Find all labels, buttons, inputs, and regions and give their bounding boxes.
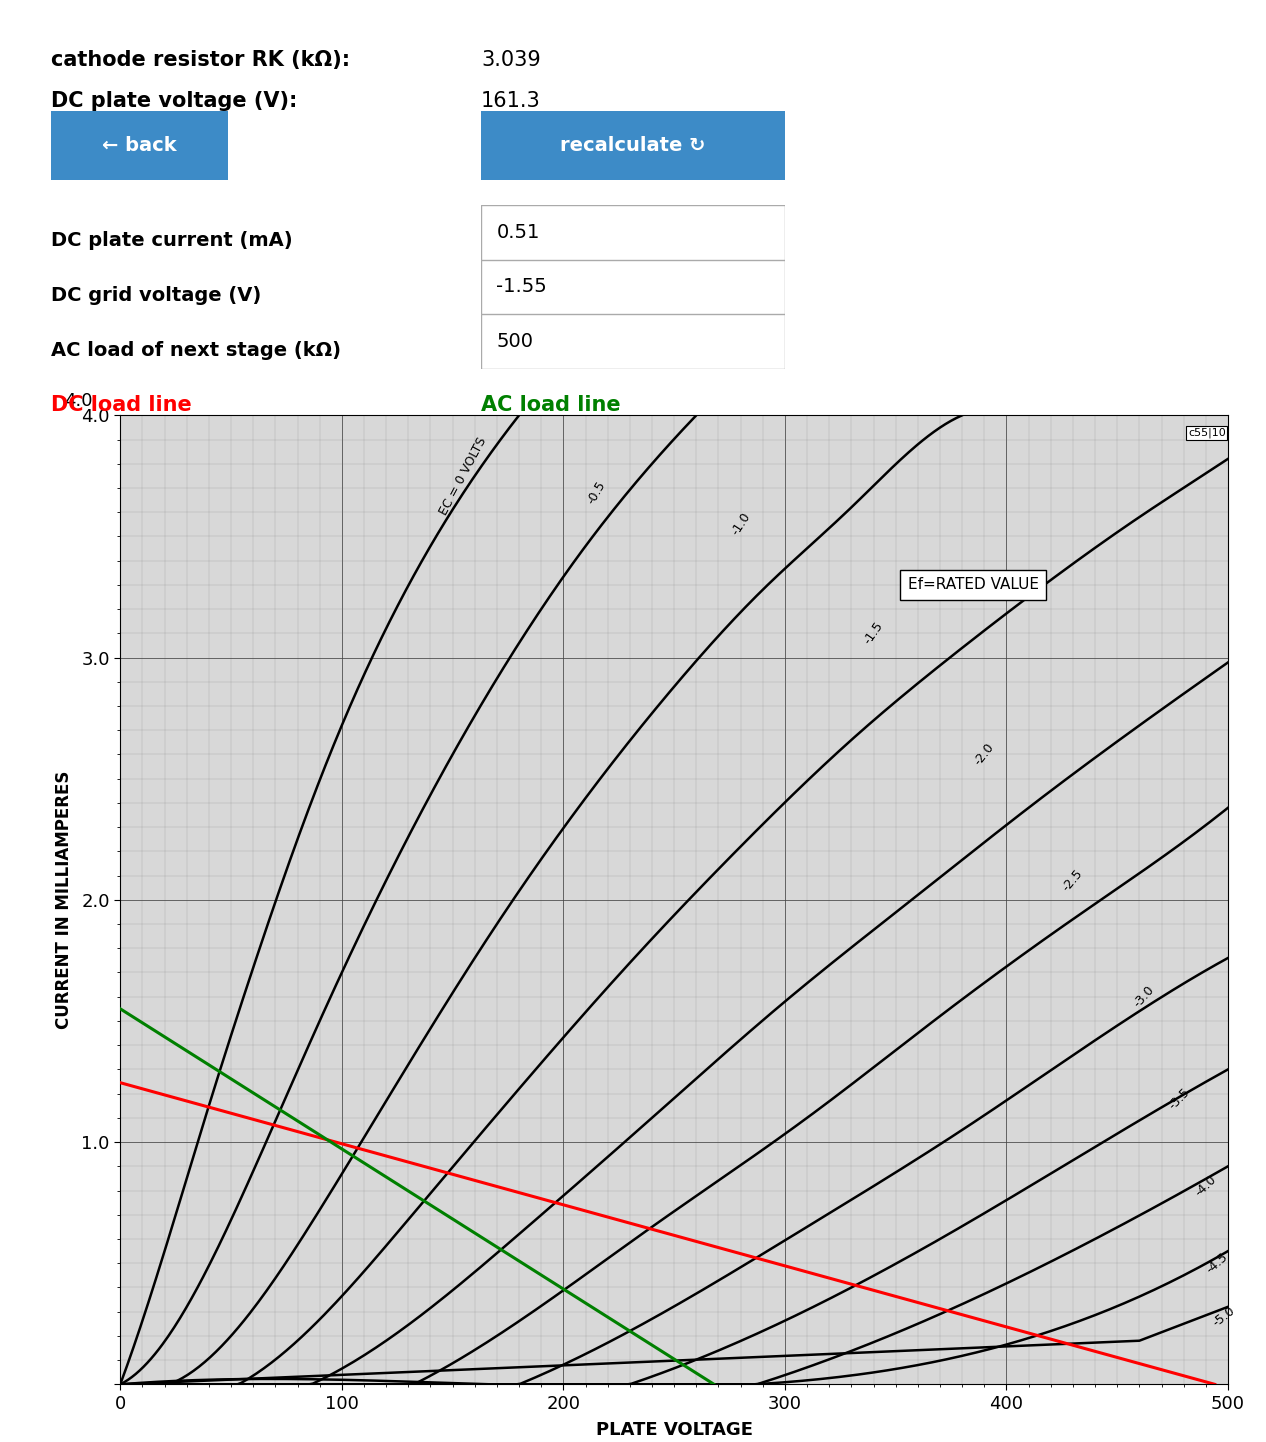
Text: c55|10: c55|10 [1188, 427, 1225, 438]
Text: Ef=RATED VALUE: Ef=RATED VALUE [908, 577, 1038, 593]
Text: 500: 500 [496, 332, 533, 352]
Text: DC grid voltage (V): DC grid voltage (V) [51, 286, 261, 306]
Text: -0.5: -0.5 [585, 479, 609, 506]
Text: -5.0: -5.0 [1210, 1304, 1237, 1330]
Text: EC = 0 VOLTS: EC = 0 VOLTS [438, 434, 490, 518]
Text: ← back: ← back [103, 136, 176, 156]
Text: cathode resistor RK (kΩ):: cathode resistor RK (kΩ): [51, 50, 349, 71]
Text: 0.51: 0.51 [496, 222, 539, 242]
Text: recalculate ↻: recalculate ↻ [561, 136, 705, 156]
Text: DC plate voltage (V):: DC plate voltage (V): [51, 91, 298, 111]
Text: AC load line: AC load line [481, 395, 620, 415]
Text: AC load of next stage (kΩ): AC load of next stage (kΩ) [51, 340, 341, 360]
FancyBboxPatch shape [42, 108, 237, 183]
X-axis label: PLATE VOLTAGE: PLATE VOLTAGE [595, 1420, 753, 1439]
Text: -2.0: -2.0 [972, 741, 996, 769]
Text: -2.5: -2.5 [1060, 867, 1086, 894]
Text: -3.0: -3.0 [1131, 983, 1157, 1009]
Text: DC plate current (mA): DC plate current (mA) [51, 231, 292, 251]
Text: -3.5: -3.5 [1166, 1086, 1193, 1112]
Text: -1.5: -1.5 [861, 620, 886, 647]
Text: -1.0: -1.0 [728, 510, 753, 538]
Text: 4.0: 4.0 [65, 392, 92, 411]
Text: 161.3: 161.3 [481, 91, 541, 111]
FancyBboxPatch shape [466, 108, 800, 183]
Y-axis label: CURRENT IN MILLIAMPERES: CURRENT IN MILLIAMPERES [54, 770, 73, 1030]
Text: -4.5: -4.5 [1204, 1250, 1231, 1276]
Text: DC load line: DC load line [51, 395, 191, 415]
Text: -4.0: -4.0 [1193, 1172, 1219, 1198]
Text: -1.55: -1.55 [496, 277, 547, 297]
Text: 3.039: 3.039 [481, 50, 541, 71]
